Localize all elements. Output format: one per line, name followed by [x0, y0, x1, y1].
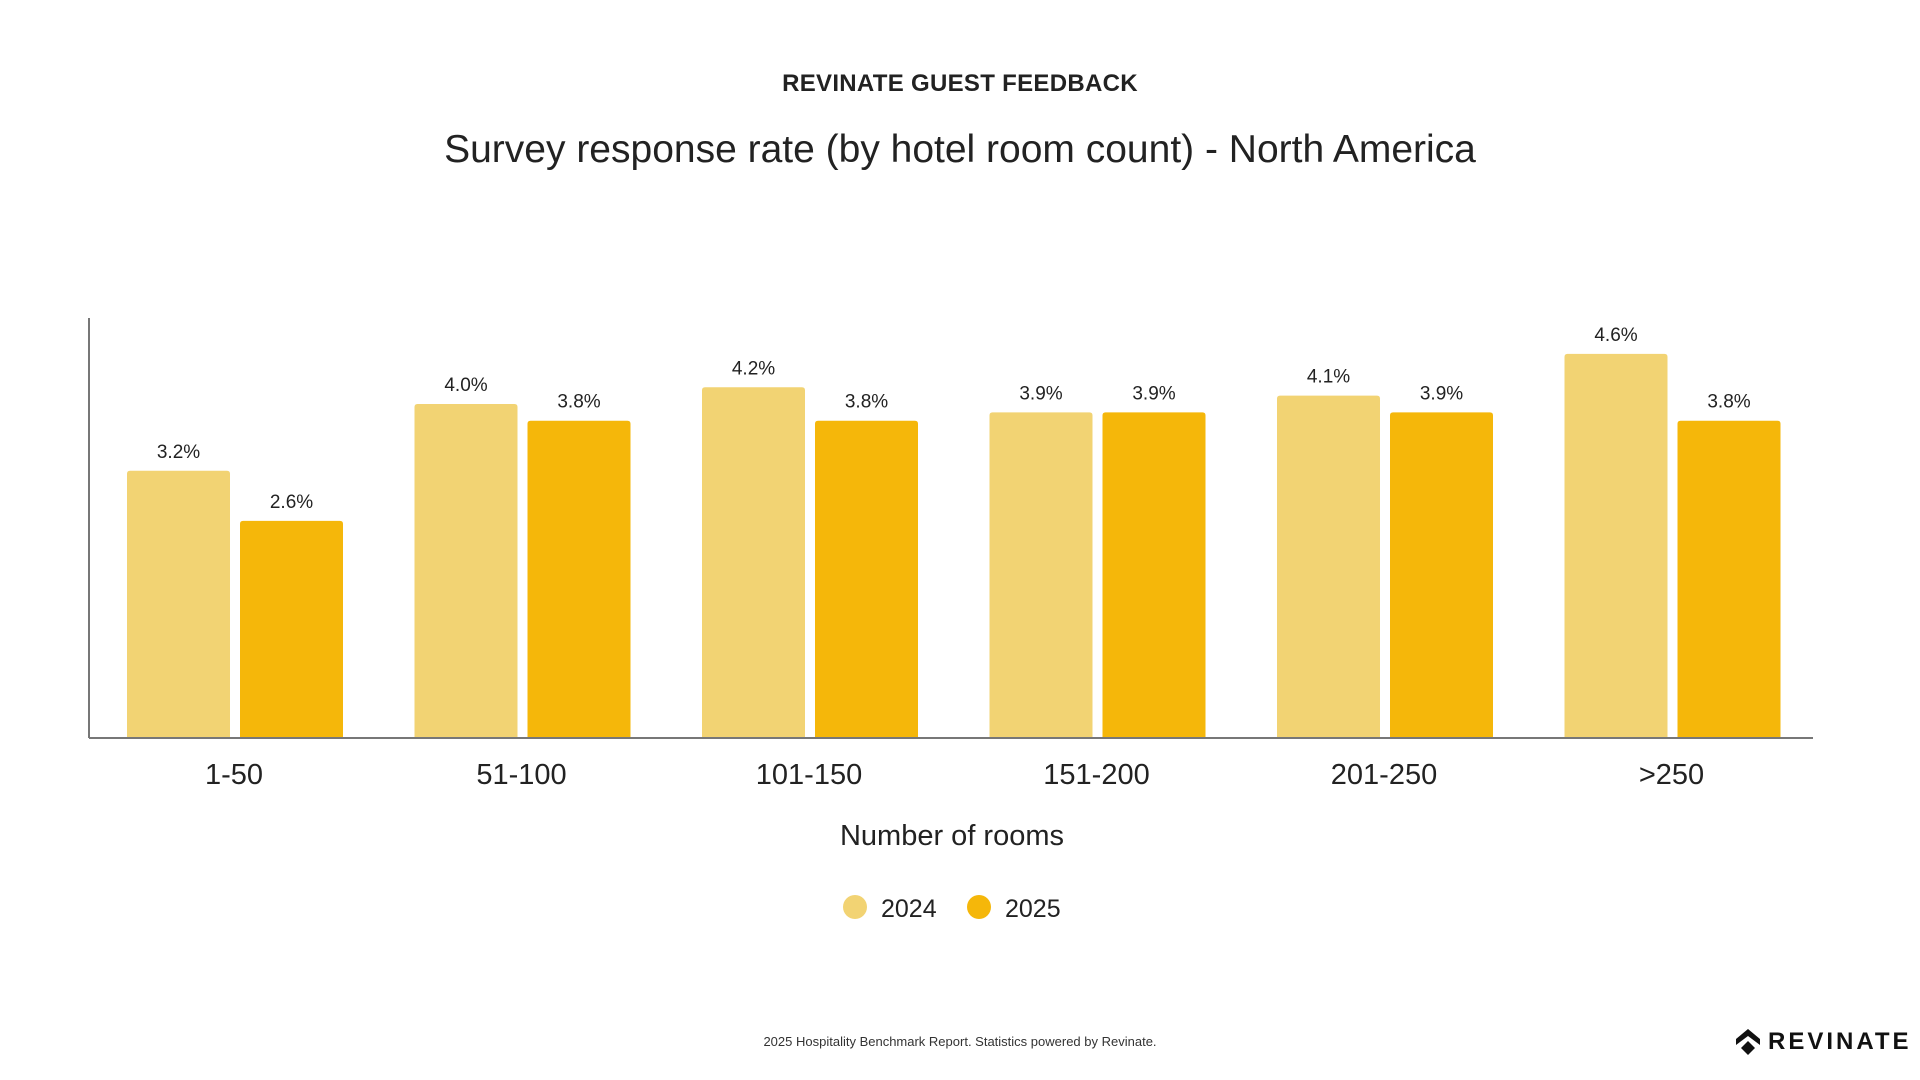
bar-2025-101-150 [815, 420, 918, 738]
data-label: 4.2% [732, 358, 775, 379]
data-label: 3.2% [157, 442, 200, 463]
x-tick-label: 101-150 [756, 759, 862, 791]
bar-2025-201-250 [1390, 412, 1493, 738]
data-label: 2.6% [270, 492, 313, 513]
data-label: 3.9% [1132, 383, 1175, 404]
legend-swatch-2024 [843, 895, 867, 919]
bar-2024-151-200 [989, 412, 1093, 738]
logo-mark-icon [1736, 1029, 1760, 1055]
report-kicker: REVINATE GUEST FEEDBACK [782, 70, 1138, 97]
bar-2024->250 [1564, 353, 1668, 738]
chart-title: Survey response rate (by hotel room coun… [444, 128, 1476, 171]
bar-2025-1-50 [240, 520, 343, 738]
bar-2025-151-200 [1102, 412, 1206, 738]
data-label: 4.0% [444, 375, 487, 396]
data-label: 3.8% [557, 392, 600, 413]
revinate-logo: REVINATE [1736, 1028, 1912, 1056]
bar-2024-201-250 [1277, 395, 1380, 738]
footer-note: 2025 Hospitality Benchmark Report. Stati… [763, 1034, 1157, 1049]
x-tick-label: 51-100 [476, 759, 566, 791]
bar-chart: 3.2% 2.6% 1-50 4.0% 3.8% 51-100 4.2% 3.8% 101-15… [88, 318, 1813, 923]
data-label: 3.8% [1707, 392, 1750, 413]
logo-text: REVINATE [1768, 1028, 1912, 1055]
legend-label-2024: 2024 [881, 895, 937, 923]
bar-2025->250 [1677, 420, 1781, 738]
x-tick-label: 1-50 [205, 759, 263, 791]
x-tick-label: 201-250 [1331, 759, 1437, 791]
x-tick-label: >250 [1639, 759, 1704, 791]
data-label: 3.8% [845, 392, 888, 413]
x-tick-label: 151-200 [1043, 759, 1149, 791]
legend-label-2025: 2025 [1005, 895, 1061, 923]
bar-2025-51-100 [527, 420, 631, 738]
bar-2024-101-150 [702, 387, 805, 738]
data-label: 4.1% [1307, 367, 1350, 388]
legend-swatch-2025 [967, 895, 991, 919]
data-label: 3.9% [1019, 383, 1062, 404]
bar-2024-51-100 [414, 404, 518, 738]
data-label: 3.9% [1420, 383, 1463, 404]
x-axis-label: Number of rooms [840, 820, 1064, 852]
data-label: 4.6% [1594, 325, 1637, 346]
bar-2024-1-50 [127, 470, 230, 738]
